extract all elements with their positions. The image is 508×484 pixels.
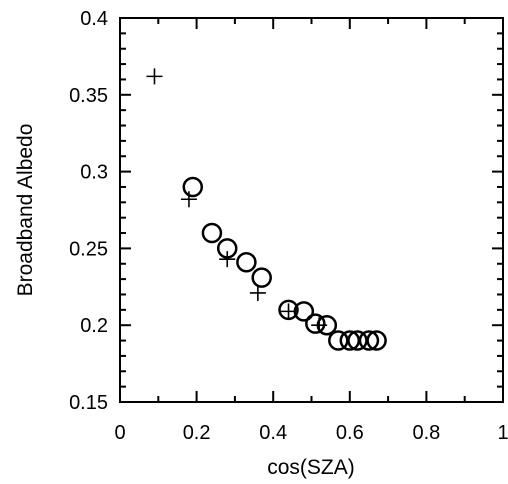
y-axis-label: Broadband Albedo <box>14 124 37 297</box>
x-tick-label: 0 <box>114 422 125 444</box>
y-tick-label: 0.35 <box>69 85 108 107</box>
y-tick-label: 0.15 <box>69 392 108 414</box>
data-points <box>146 68 387 351</box>
circle-point <box>236 251 257 273</box>
axis-ticks <box>119 17 504 403</box>
y-tick-label: 0.3 <box>80 162 108 184</box>
x-tick-label: 0.8 <box>412 422 440 444</box>
x-axis-label: cos(SZA) <box>267 456 355 479</box>
circle-point <box>305 313 326 334</box>
y-tick-label: 0.25 <box>69 238 108 260</box>
tick-labels: 0 0.2 0.4 0.6 0.8 1 0.15 0.2 0.25 0.3 0.35 0.4 <box>69 8 508 444</box>
circle-point <box>251 267 272 288</box>
plus-point <box>219 251 236 268</box>
plus-point <box>180 191 197 208</box>
circle-point <box>316 314 338 336</box>
x-tick-label: 0.6 <box>336 422 364 444</box>
x-tick-label: 1 <box>497 422 508 444</box>
y-tick-label: 0.2 <box>80 315 108 337</box>
x-tick-label: 0.2 <box>183 422 211 444</box>
circle-point <box>278 299 299 321</box>
circle-point <box>182 176 204 198</box>
circle-point <box>216 238 238 259</box>
circle-point <box>293 301 315 322</box>
circle-point <box>201 222 223 244</box>
x-tick-label: 0.4 <box>259 422 287 444</box>
y-tick-label: 0.4 <box>80 8 108 30</box>
plot-frame <box>119 17 504 403</box>
plus-point <box>249 284 266 301</box>
plus-point <box>146 68 163 85</box>
circle-point <box>358 330 380 351</box>
circle-point <box>366 330 387 351</box>
